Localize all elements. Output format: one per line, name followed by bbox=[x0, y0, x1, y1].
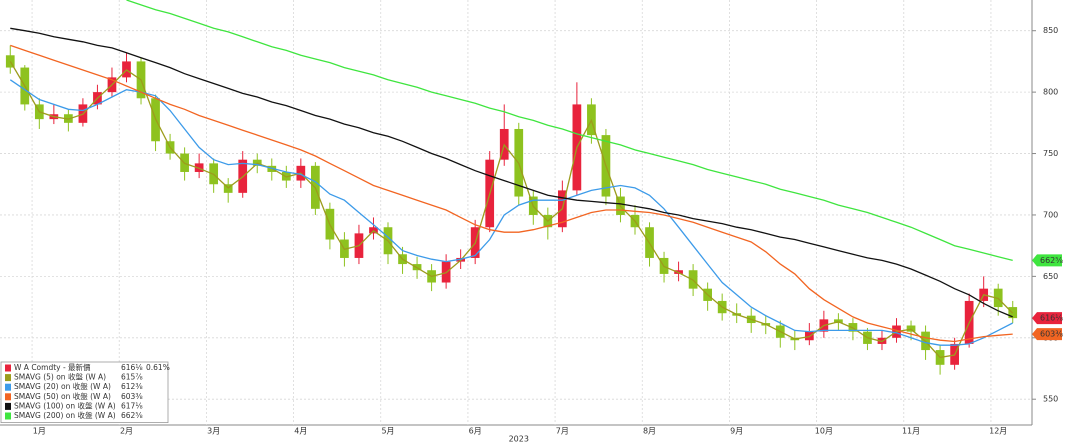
badge-label: 616⅛ bbox=[1040, 314, 1063, 323]
candle-body bbox=[5, 55, 15, 68]
y-tick-label: 700 bbox=[1043, 210, 1058, 219]
legend-value: 662⅝ bbox=[121, 411, 143, 420]
ma-line bbox=[10, 27, 1013, 318]
ma-line bbox=[10, 44, 1013, 343]
x-tick-label: 11月 bbox=[902, 427, 920, 436]
y-tick-label: 750 bbox=[1043, 149, 1058, 158]
x-tick-label: 10月 bbox=[815, 427, 833, 436]
badge-label: 662⅝ bbox=[1040, 256, 1063, 265]
x-tick-label: 2月 bbox=[120, 427, 133, 436]
value-badge bbox=[1032, 254, 1062, 267]
x-tick-label: 12月 bbox=[989, 427, 1007, 436]
x-tick-label: 9月 bbox=[730, 427, 743, 436]
legend-label: SMAVG (200) on 收盤 (W A) bbox=[14, 410, 116, 420]
ma-line bbox=[126, 0, 1013, 262]
y-tick-label: 650 bbox=[1043, 272, 1058, 281]
legend-box bbox=[0, 361, 169, 423]
y-tick-label: 850 bbox=[1043, 26, 1058, 35]
legend-label: SMAVG (5) on 收盤 (W A) bbox=[14, 372, 106, 382]
badge-label: 603⅜ bbox=[1040, 330, 1063, 339]
x-tick-label: 3月 bbox=[207, 427, 220, 436]
value-badge bbox=[1032, 328, 1062, 341]
legend-value: 612⅜ bbox=[121, 382, 143, 391]
y-tick-label: 800 bbox=[1043, 88, 1058, 97]
x-tick-label: 8月 bbox=[643, 427, 656, 436]
x-year-label: 2023 bbox=[509, 435, 529, 444]
value-badge bbox=[1032, 312, 1062, 325]
legend-label: SMAVG (20) on 收盤 (W A) bbox=[14, 381, 111, 391]
legend-value: 615⅞ bbox=[121, 373, 143, 382]
legend-label: W A Comdty - 最新價 bbox=[14, 362, 91, 372]
x-tick-label: 4月 bbox=[294, 427, 307, 436]
legend: W A Comdty - 最新價 616⅛ 0.61% SMAVG (5) on 收盤… bbox=[0, 361, 170, 423]
legend-value: 617⅛ bbox=[121, 401, 143, 410]
legend-swatch bbox=[5, 374, 11, 382]
legend-value: 603⅜ bbox=[121, 392, 143, 401]
x-tick-label: 5月 bbox=[381, 427, 394, 436]
ma-line bbox=[9, 79, 1013, 346]
legend-swatch bbox=[5, 383, 11, 391]
legend-swatch bbox=[5, 402, 11, 410]
legend-swatch bbox=[5, 364, 11, 372]
legend-label: SMAVG (50) on 收盤 (W A) bbox=[14, 391, 111, 401]
x-tick-label: 1月 bbox=[33, 427, 46, 436]
ma-line bbox=[9, 61, 1014, 359]
legend-change: 0.61% bbox=[146, 363, 170, 372]
legend-label: SMAVG (100) on 收盤 (W A) bbox=[14, 400, 116, 410]
y-tick-label: 550 bbox=[1043, 395, 1058, 404]
x-tick-label: 6月 bbox=[469, 427, 482, 436]
legend-swatch bbox=[5, 412, 11, 420]
legend-value: 616⅛ bbox=[121, 363, 143, 372]
x-tick-label: 7月 bbox=[556, 427, 569, 436]
legend-swatch bbox=[5, 393, 11, 401]
